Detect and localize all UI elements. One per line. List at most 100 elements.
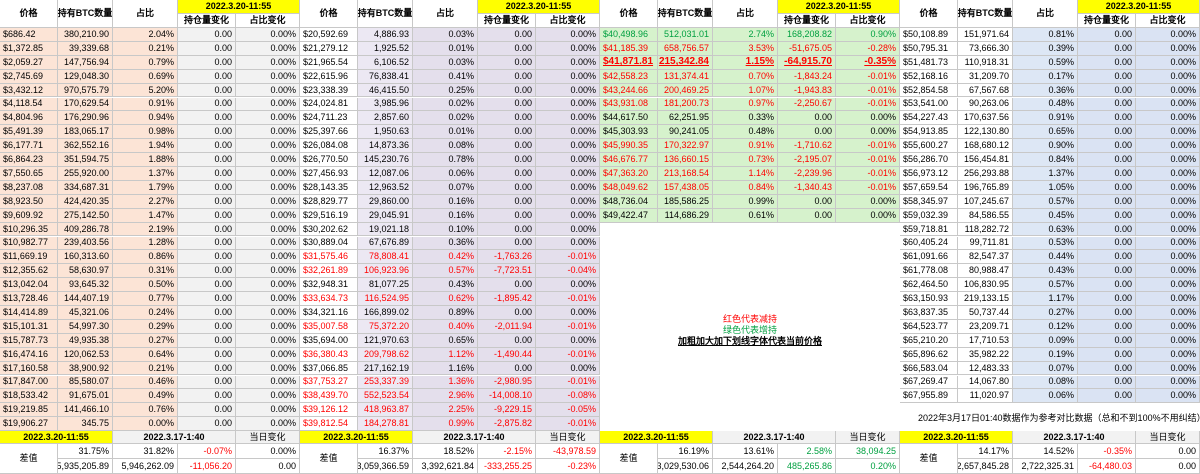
column-header: 占比变化 <box>1136 14 1200 28</box>
data-cell: 0.69% <box>113 69 178 84</box>
data-cell: $16,474.16 <box>0 347 58 362</box>
column-header: 占比 <box>113 0 178 28</box>
data-cell: 0.46% <box>113 375 178 390</box>
data-cell: 0.00% <box>1136 292 1200 306</box>
data-cell: 0.00 <box>1078 264 1136 279</box>
data-cell: 58,630.97 <box>58 264 113 279</box>
data-cell: 0.00% <box>236 139 300 154</box>
data-cell: 0.16% <box>413 208 478 223</box>
data-cell: 362,552.16 <box>58 139 113 154</box>
data-cell: 147,756.94 <box>58 55 113 70</box>
column-header: 价格 <box>600 0 658 28</box>
data-cell: 0.00% <box>1136 236 1200 251</box>
data-cell: -64,915.70 <box>778 55 836 70</box>
data-cell: 0.03% <box>413 55 478 70</box>
data-cell: 170,322.97 <box>658 139 713 154</box>
data-cell: $45,990.35 <box>600 139 658 154</box>
data-cell: 0.00 <box>478 69 536 84</box>
data-cell: 0.44% <box>1013 250 1078 265</box>
data-cell: 0.02% <box>413 97 478 112</box>
data-cell: 0.16% <box>413 194 478 209</box>
data-cell: $50,795.31 <box>900 41 958 56</box>
column-header: 持有BTC数量 <box>358 0 413 28</box>
data-cell: 351,594.75 <box>58 153 113 167</box>
data-cell: 0.25% <box>413 83 478 98</box>
data-cell: 0.31% <box>113 264 178 279</box>
data-cell: 0.00% <box>536 139 600 154</box>
data-cell: 0.00 <box>178 347 236 362</box>
data-cell: 151,971.64 <box>958 28 1013 42</box>
data-cell: $26,770.50 <box>300 153 358 167</box>
data-cell: 0.78% <box>413 153 478 167</box>
data-cell: 213,168.54 <box>658 167 713 181</box>
data-cell: 0.00 <box>178 389 236 404</box>
data-cell: 0.86% <box>113 250 178 265</box>
data-cell: 0.00% <box>1136 180 1200 195</box>
data-cell: 0.00 <box>178 250 236 265</box>
data-cell: 75,372.20 <box>358 319 413 334</box>
data-cell: $686.42 <box>0 28 58 42</box>
data-cell: 2,857.60 <box>358 111 413 126</box>
data-cell: 0.00 <box>1078 69 1136 84</box>
data-cell: 49,935.38 <box>58 333 113 348</box>
data-cell: 0.00% <box>1136 222 1200 237</box>
data-cell: 0.00% <box>236 278 300 293</box>
data-cell: $59,032.39 <box>900 208 958 223</box>
data-cell: 0.00 <box>1078 319 1136 334</box>
data-cell: 0.08% <box>413 139 478 154</box>
data-cell: 46,415.50 <box>358 83 413 98</box>
data-cell: $52,854.58 <box>900 83 958 98</box>
data-cell: 0.00 <box>178 333 236 348</box>
data-cell: $54,913.85 <box>900 125 958 140</box>
data-cell: 0.36% <box>413 236 478 251</box>
data-cell: -1,340.43 <box>778 180 836 195</box>
data-cell: 0.00% <box>1136 278 1200 293</box>
footer-date: 2022.3.17-1:40 <box>713 431 836 444</box>
data-cell: $4,804.96 <box>0 111 58 126</box>
data-cell: 0.00 <box>178 222 236 237</box>
column-header: 占比变化 <box>836 14 900 28</box>
data-cell: 0.43% <box>413 278 478 293</box>
data-cell: 0.99% <box>413 417 478 432</box>
data-cell: 0.00 <box>178 139 236 154</box>
data-cell: 0.94% <box>113 111 178 126</box>
data-cell: 0.00% <box>236 292 300 306</box>
data-cell: $38,439.70 <box>300 389 358 404</box>
data-cell: 0.49% <box>113 389 178 404</box>
data-cell: $65,210.20 <box>900 333 958 348</box>
footer-label: 差值 <box>300 444 358 474</box>
legend-note: 红色代表减持 <box>722 314 777 324</box>
data-cell: 2.74% <box>713 28 778 42</box>
footer-value: -43,978.59 <box>536 444 600 459</box>
data-cell: 1.36% <box>413 375 478 390</box>
data-cell: 0.33% <box>713 111 778 126</box>
data-cell: 31,209.70 <box>958 69 1013 84</box>
data-cell: $13,728.46 <box>0 292 58 306</box>
data-cell: 0.00 <box>778 111 836 126</box>
data-cell: 0.00% <box>536 333 600 348</box>
data-cell: 0.00 <box>478 236 536 251</box>
data-cell: 0.00 <box>478 139 536 154</box>
data-cell: -2,875.82 <box>478 417 536 432</box>
column-header: 持仓量变化 <box>178 14 236 28</box>
data-cell: 0.70% <box>713 69 778 84</box>
data-cell: 0.00% <box>113 417 178 432</box>
data-cell: 0.12% <box>1013 319 1078 334</box>
data-cell: 0.00 <box>1078 250 1136 265</box>
data-cell: 0.07% <box>413 180 478 195</box>
data-cell: 0.00 <box>478 180 536 195</box>
data-cell: 99,711.81 <box>958 236 1013 251</box>
data-cell: 0.00% <box>1136 55 1200 70</box>
data-cell: $57,659.54 <box>900 180 958 195</box>
data-cell: 0.00% <box>536 153 600 167</box>
data-cell: 0.43% <box>1013 264 1078 279</box>
data-cell: 0.48% <box>1013 97 1078 112</box>
column-header: 持有BTC数量 <box>958 0 1013 28</box>
data-cell: 0.00% <box>236 306 300 320</box>
footer-value: 18.52% <box>413 444 478 459</box>
data-cell: $59,718.81 <box>900 222 958 237</box>
data-cell: 0.00 <box>478 97 536 112</box>
data-cell: 0.00% <box>836 194 900 209</box>
data-cell: 0.50% <box>113 278 178 293</box>
footer-date: 2022.3.20-11:55 <box>600 431 713 444</box>
